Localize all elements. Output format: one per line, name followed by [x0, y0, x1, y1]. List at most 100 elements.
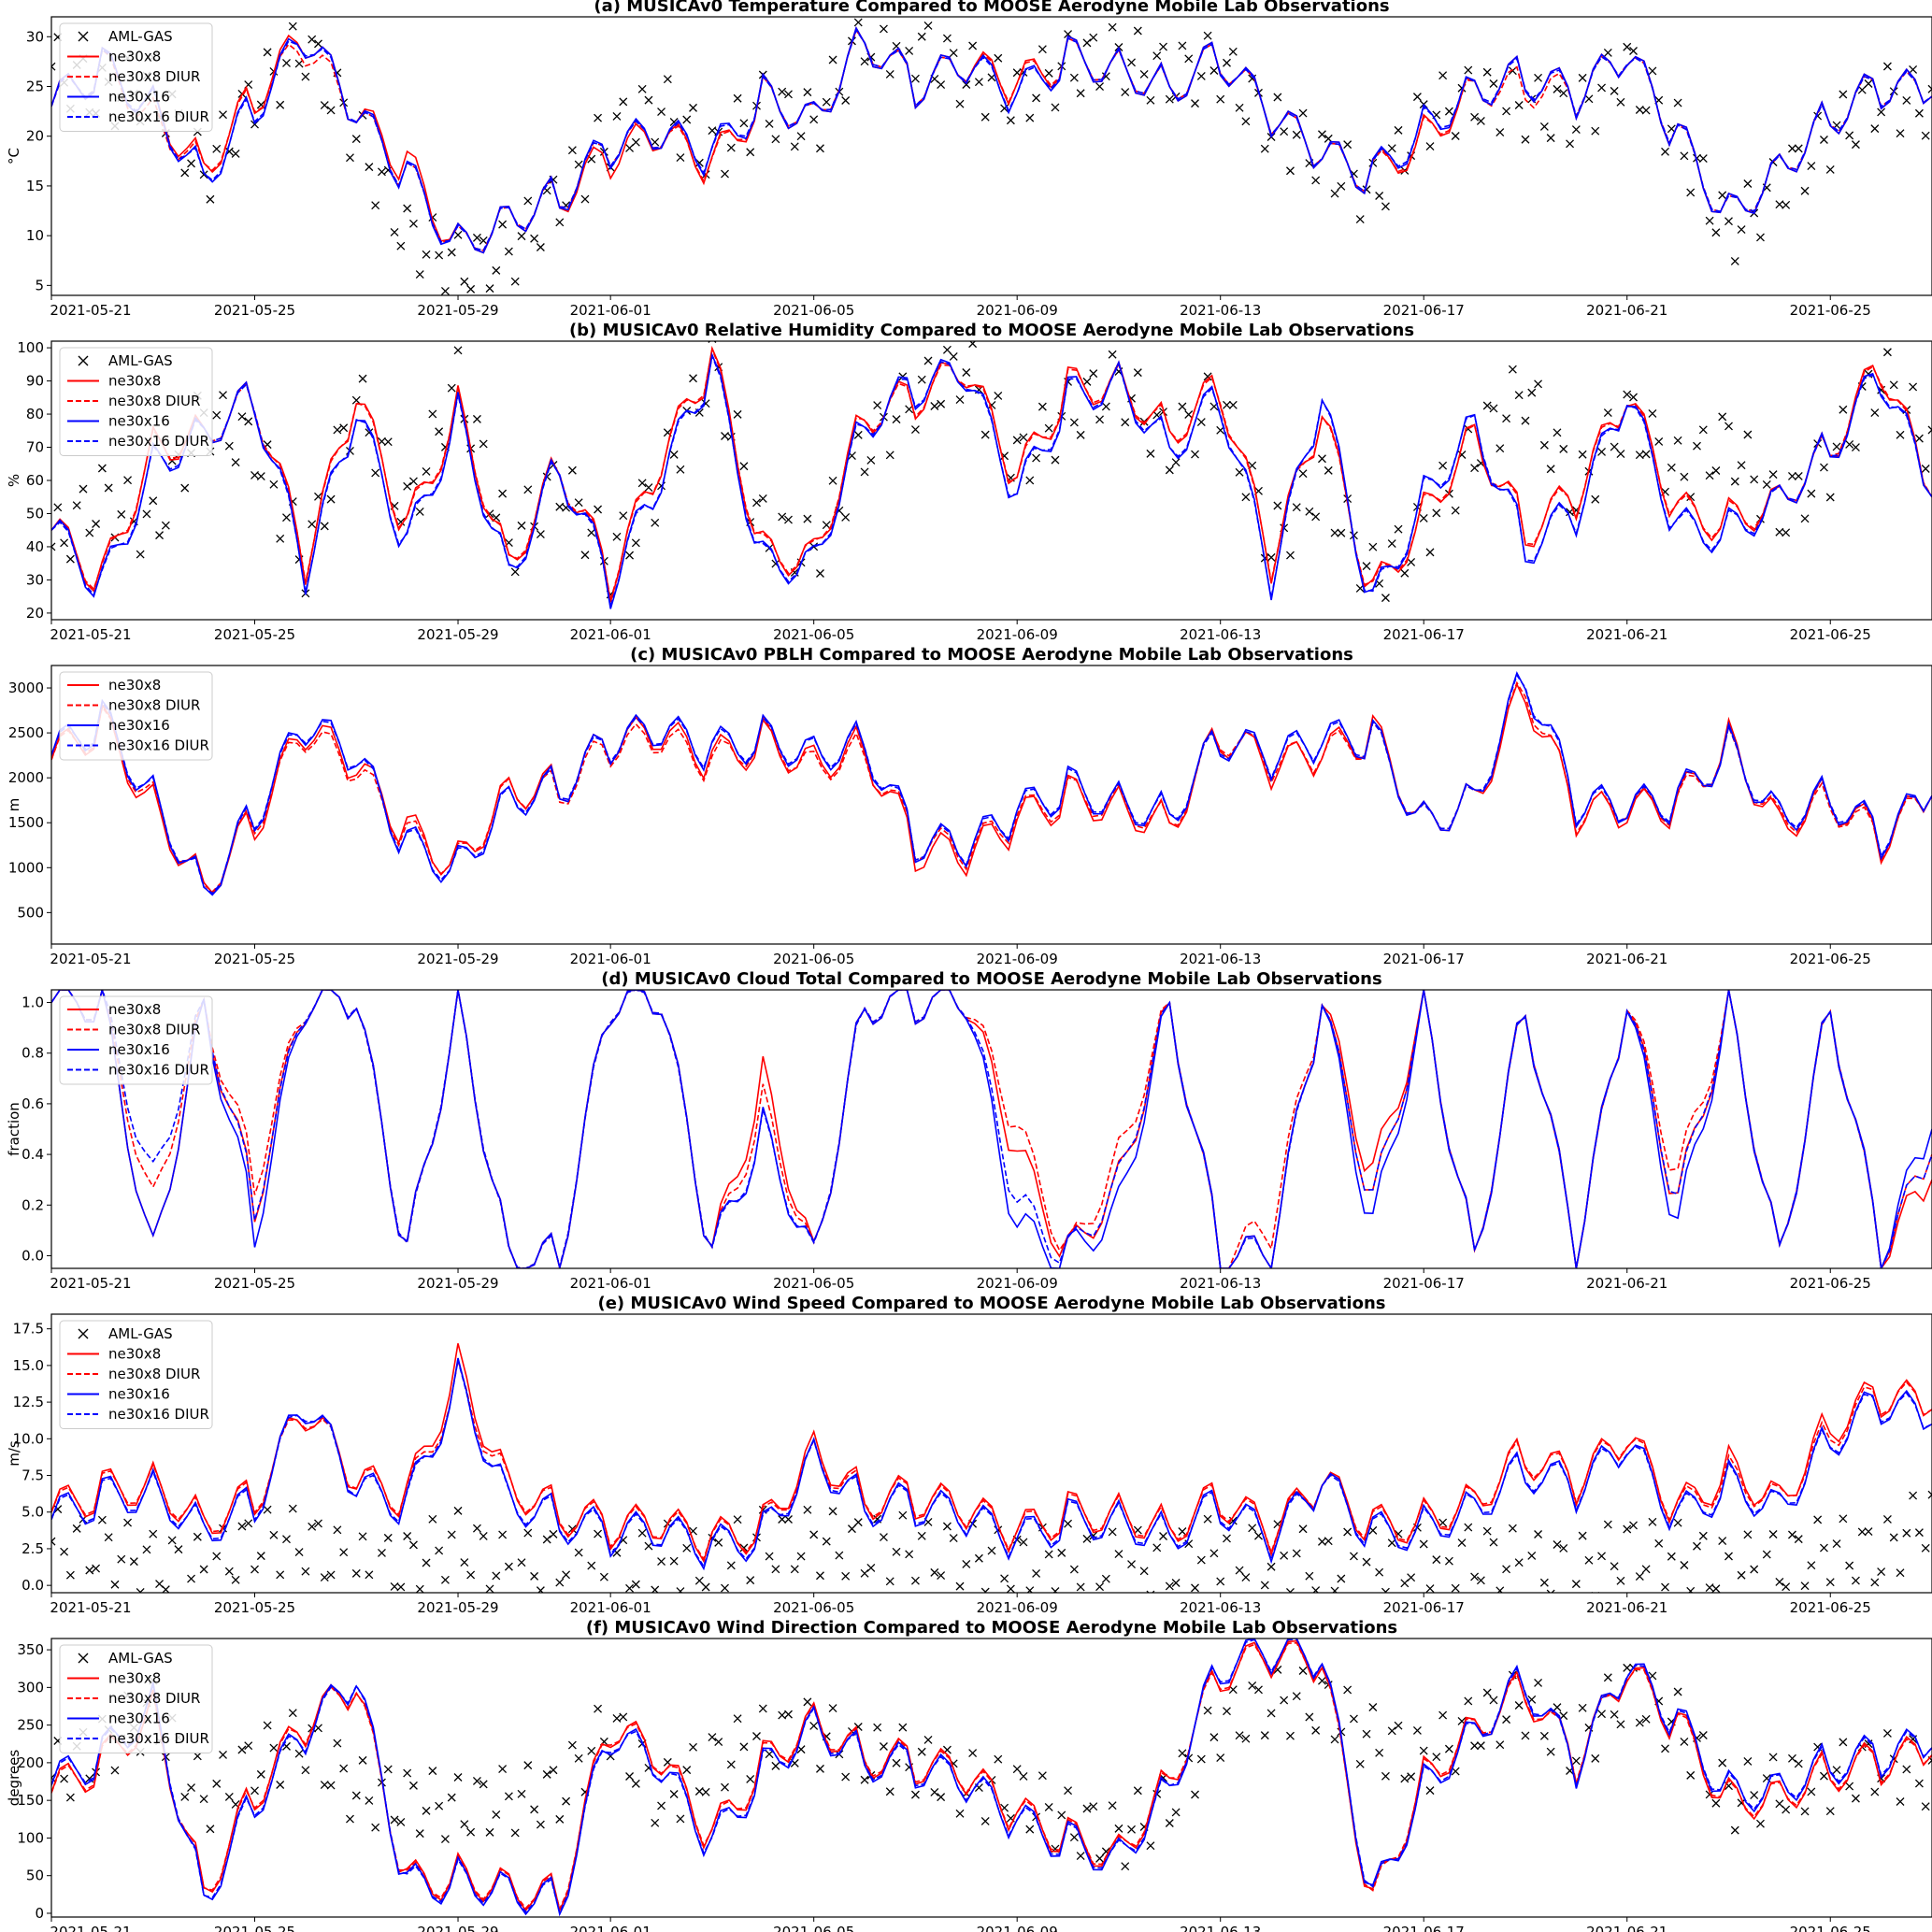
obs-point — [1616, 1720, 1625, 1729]
series-line — [51, 1641, 1932, 1911]
obs-point — [631, 1779, 640, 1788]
obs-point — [1476, 1576, 1485, 1585]
obs-point — [117, 1554, 126, 1564]
obs-point — [1553, 428, 1562, 437]
obs-point — [1819, 1771, 1828, 1781]
obs-point — [1502, 1715, 1511, 1724]
obs-point — [1223, 1707, 1231, 1716]
x-tick-label: 2021-06-21 — [1586, 951, 1667, 967]
obs-point — [1921, 465, 1930, 473]
obs-point — [1228, 400, 1238, 409]
x-tick-label: 2021-05-25 — [214, 951, 295, 967]
obs-point — [1578, 73, 1587, 82]
obs-point — [390, 1815, 399, 1825]
obs-point — [1280, 1551, 1289, 1560]
obs-point — [758, 494, 767, 503]
obs-point — [1502, 414, 1511, 423]
x-tick-label: 2021-05-25 — [214, 1924, 295, 1932]
obs-point — [1711, 1584, 1721, 1593]
obs-point — [587, 1746, 596, 1755]
obs-point — [1330, 1586, 1339, 1593]
obs-point — [1591, 126, 1600, 136]
series-line — [51, 351, 1932, 609]
obs-point — [1819, 463, 1828, 472]
obs-point — [980, 430, 990, 439]
obs-point — [625, 551, 635, 560]
obs-point — [1419, 1746, 1428, 1755]
obs-point — [523, 1528, 533, 1538]
y-tick-label: 15.0 — [13, 1357, 44, 1374]
obs-point — [1877, 107, 1886, 117]
obs-point — [1216, 1577, 1225, 1586]
obs-point — [612, 1713, 622, 1723]
obs-point — [1235, 467, 1244, 477]
obs-point — [917, 1531, 926, 1540]
obs-point — [1705, 471, 1714, 480]
obs-point — [847, 1524, 856, 1534]
series-line — [51, 1360, 1932, 1568]
obs-point — [472, 1777, 481, 1785]
obs-point — [104, 483, 113, 493]
obs-point — [1216, 94, 1225, 104]
legend-label: AML-GAS — [108, 1650, 173, 1667]
obs-point — [853, 430, 863, 439]
obs-point — [651, 1818, 660, 1827]
obs-point — [1902, 1528, 1911, 1538]
obs-point — [1667, 1552, 1676, 1561]
obs-point — [1044, 68, 1053, 78]
obs-point — [1089, 33, 1098, 42]
y-tick-label: 0.6 — [21, 1095, 44, 1112]
plot-area — [51, 18, 1932, 295]
obs-point — [1680, 1561, 1689, 1569]
obs-point — [942, 34, 952, 43]
x-tick-label: 2021-06-05 — [773, 1275, 854, 1292]
obs-point — [778, 87, 787, 96]
obs-point — [415, 1829, 424, 1839]
obs-point — [1673, 1687, 1682, 1696]
obs-point — [206, 194, 215, 204]
obs-point — [65, 1570, 75, 1580]
obs-point — [1641, 1565, 1651, 1574]
obs-point — [885, 1577, 894, 1586]
obs-point — [269, 479, 279, 489]
obs-point — [1597, 1552, 1606, 1561]
obs-point — [1578, 450, 1587, 459]
legend-box — [59, 671, 213, 761]
y-tick-label: 250 — [17, 1717, 44, 1734]
obs-point — [1171, 1579, 1181, 1587]
obs-point — [1896, 1568, 1905, 1578]
legend-marker — [78, 1653, 89, 1664]
obs-point — [1571, 1756, 1581, 1766]
obs-point — [85, 1566, 94, 1575]
obs-point — [187, 1574, 196, 1583]
obs-point — [320, 101, 329, 110]
obs-point — [339, 423, 349, 433]
obs-point — [994, 1754, 1003, 1764]
obs-point — [1553, 84, 1562, 93]
obs-point — [466, 1570, 476, 1580]
obs-point — [1241, 117, 1251, 126]
obs-point — [358, 374, 367, 383]
obs-point — [199, 1565, 208, 1574]
obs-point — [65, 554, 75, 564]
obs-point — [1311, 1586, 1321, 1593]
obs-point — [1362, 1729, 1371, 1739]
obs-point — [619, 1712, 628, 1722]
x-tick-label: 2021-05-21 — [50, 1924, 131, 1932]
obs-point — [651, 137, 660, 147]
obs-point — [1337, 1574, 1346, 1583]
obs-point — [1870, 1787, 1880, 1796]
y-tick-label: 50 — [26, 505, 44, 522]
obs-point — [1464, 1523, 1473, 1532]
obs-point — [1298, 1524, 1308, 1534]
obs-point — [1082, 1804, 1092, 1813]
obs-point — [784, 515, 793, 524]
obs-point — [765, 119, 774, 128]
obs-point — [1661, 1744, 1669, 1753]
obs-point — [1470, 1741, 1480, 1751]
y-tick-label: 100 — [17, 339, 44, 356]
obs-point — [892, 1758, 901, 1767]
obs-point — [1819, 136, 1828, 144]
obs-point — [1381, 1771, 1390, 1781]
panel-title: (e) MUSICAv0 Wind Speed Compared to MOOS… — [598, 1294, 1386, 1313]
